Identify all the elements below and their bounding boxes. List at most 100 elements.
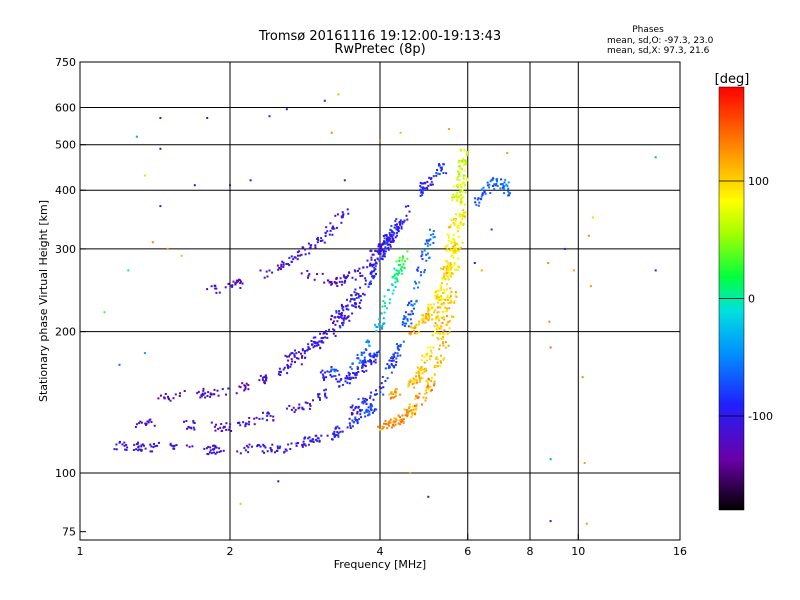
echo-point (360, 299, 363, 302)
echo-point (457, 265, 460, 268)
echo-point (325, 226, 328, 229)
echo-point (384, 302, 386, 305)
echo-point (333, 281, 336, 283)
echo-point (385, 235, 388, 238)
echo-point (274, 451, 276, 454)
echo-point (390, 357, 392, 360)
echo-point (236, 280, 239, 283)
echo-point (420, 186, 423, 189)
echo-point (425, 386, 428, 389)
echo-point (330, 366, 333, 368)
echo-point (375, 250, 378, 253)
echo-point (341, 322, 344, 325)
echo-point (445, 272, 448, 275)
echo-point (280, 263, 283, 266)
echo-point (450, 218, 453, 221)
echo-point (139, 420, 142, 423)
echo-point (399, 423, 402, 426)
echo-point (361, 360, 364, 363)
echo-point (399, 219, 402, 222)
echo-point (263, 380, 266, 383)
echo-point (301, 444, 304, 447)
echo-point (449, 263, 452, 266)
echo-point (441, 316, 444, 319)
echo-point (454, 213, 457, 216)
echo-point (442, 163, 445, 166)
echo-point (322, 375, 325, 378)
echo-point (439, 166, 442, 169)
echo-point (458, 171, 461, 174)
echo-point (341, 211, 344, 214)
echo-point (286, 372, 289, 375)
echo-point (307, 346, 310, 349)
echo-point (456, 197, 459, 200)
echo-point (245, 382, 248, 385)
echo-point (450, 249, 453, 251)
echo-point (447, 276, 449, 279)
echo-point (342, 214, 345, 217)
echo-point (363, 370, 365, 373)
echo-point (338, 427, 341, 430)
echo-point (375, 325, 378, 328)
echo-point (429, 238, 432, 241)
echo-point (301, 406, 304, 409)
echo-point (382, 386, 385, 389)
echo-point (394, 423, 397, 426)
echo-point (209, 449, 212, 452)
echo-point (368, 264, 371, 267)
echo-point (279, 370, 282, 373)
echo-point (392, 238, 395, 241)
echo-point (427, 314, 430, 317)
echo-point (333, 435, 336, 438)
echo-point (406, 304, 409, 307)
echo-point (247, 446, 250, 449)
echo-point (308, 443, 310, 446)
echo-point (459, 183, 462, 186)
echo-point (448, 307, 451, 310)
echo-point (355, 292, 358, 295)
echo-point (386, 242, 388, 244)
echo-point (336, 213, 339, 216)
echo-point (439, 365, 442, 368)
echo-point (312, 346, 315, 349)
echo-point (405, 408, 408, 411)
echo-point (382, 251, 385, 253)
echo-point (352, 376, 355, 379)
echo-point (348, 372, 351, 375)
echo-point (361, 409, 364, 411)
echo-point (409, 472, 412, 474)
echo-point (421, 372, 424, 375)
echo-point (227, 428, 230, 431)
echo-point (302, 408, 305, 411)
echo-point (413, 386, 416, 389)
echo-point (381, 376, 384, 378)
echo-point (356, 365, 359, 368)
echo-point (389, 418, 392, 421)
echo-point (372, 270, 375, 273)
echo-point (375, 408, 378, 411)
echo-point (320, 337, 323, 340)
echo-point (259, 445, 262, 448)
echo-point (301, 445, 304, 448)
echo-point (415, 323, 418, 326)
echo-point (330, 375, 333, 378)
echo-point (334, 214, 337, 217)
echo-point (428, 256, 431, 259)
echo-point (159, 205, 162, 208)
echo-point (396, 269, 399, 272)
echo-point (427, 317, 430, 320)
echo-point (322, 336, 325, 339)
echo-point (230, 430, 233, 432)
echo-point (431, 183, 434, 186)
echo-point (451, 199, 454, 202)
echo-point (448, 274, 451, 277)
x-tick-label: 8 (527, 545, 534, 558)
echo-point (203, 447, 206, 450)
echo-point (346, 377, 349, 380)
echo-point (403, 408, 406, 411)
echo-point (422, 314, 424, 317)
echo-point (440, 282, 443, 284)
echo-point (319, 371, 322, 374)
echo-point (368, 340, 371, 343)
echo-point (395, 357, 398, 360)
